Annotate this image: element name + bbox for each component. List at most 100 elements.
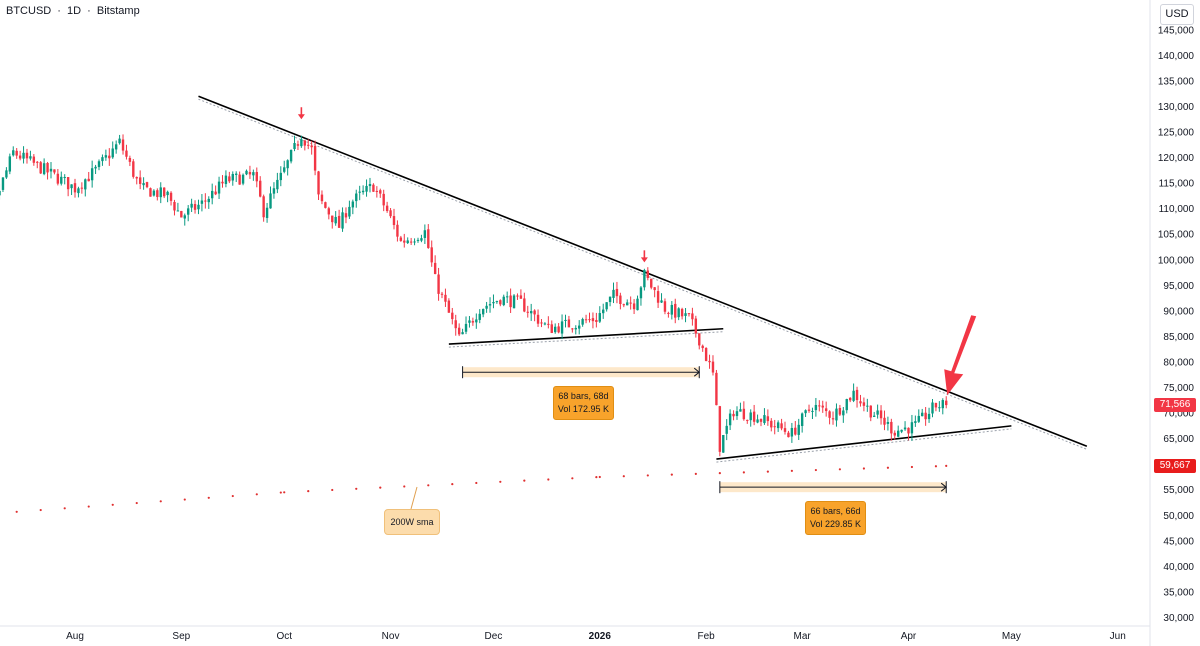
candle-down xyxy=(53,169,56,173)
candle-up xyxy=(811,410,814,412)
sma-point xyxy=(838,468,841,471)
candle-up xyxy=(29,156,32,159)
candle-up xyxy=(574,327,577,330)
price-tick-label: 40,000 xyxy=(1163,562,1194,573)
candle-down xyxy=(588,319,591,321)
candle-down xyxy=(656,291,660,303)
candle-up xyxy=(265,207,269,218)
price-tick-label: 90,000 xyxy=(1163,306,1194,317)
candle-up xyxy=(495,301,499,303)
candle-up xyxy=(941,400,944,409)
candle-down xyxy=(409,241,413,243)
time-tick-label: Sep xyxy=(172,631,190,642)
candle-down xyxy=(259,180,262,197)
candle-down xyxy=(646,270,650,278)
measure-vol-label: Vol 172.95 K xyxy=(557,404,609,415)
candle-up xyxy=(725,425,728,434)
down-arrow-head xyxy=(297,114,305,120)
candle-up xyxy=(564,319,567,321)
candle-down xyxy=(787,432,790,438)
time-tick-label: Aug xyxy=(66,631,84,642)
candle-up xyxy=(543,323,547,325)
candle-up xyxy=(176,210,180,212)
candle-up xyxy=(763,415,766,424)
candle-down xyxy=(547,323,550,325)
candle-up xyxy=(872,415,876,417)
sma-point xyxy=(87,505,90,508)
candle-down xyxy=(824,408,828,412)
candle-down xyxy=(56,173,60,184)
candle-down xyxy=(773,426,776,428)
candle-up xyxy=(677,308,680,318)
sma-point xyxy=(39,508,42,512)
candle-down xyxy=(770,420,773,428)
candle-up xyxy=(63,177,66,179)
candle-down xyxy=(331,215,334,223)
candle-down xyxy=(471,321,475,323)
candle-down xyxy=(766,416,770,422)
candle-up xyxy=(231,173,234,181)
candle-down xyxy=(73,183,77,193)
candle-down xyxy=(732,413,735,417)
sma-point xyxy=(598,475,601,479)
candle-down xyxy=(718,406,722,452)
sma-point xyxy=(159,500,162,503)
time-tick-label: 2026 xyxy=(589,631,612,642)
candle-up xyxy=(104,155,108,158)
currency-button[interactable]: USD xyxy=(1160,4,1194,25)
candle-up xyxy=(420,238,423,241)
candle-up xyxy=(70,184,73,189)
candle-down xyxy=(698,333,701,346)
candle-up xyxy=(224,175,228,184)
candle-up xyxy=(217,181,221,194)
candle-down xyxy=(526,311,529,313)
candle-down xyxy=(204,200,207,202)
candle-up xyxy=(351,201,355,208)
candle-down xyxy=(619,295,622,305)
candle-up xyxy=(931,402,934,414)
candle-down xyxy=(440,293,444,295)
candle-up xyxy=(183,215,186,219)
candle-up xyxy=(406,240,409,244)
sma-point xyxy=(547,478,550,481)
candle-up xyxy=(914,421,917,423)
interval-label[interactable]: 1D xyxy=(67,5,82,17)
candle-down xyxy=(18,155,22,159)
candle-up xyxy=(423,230,427,238)
symbol-name: BTCUSD xyxy=(6,5,52,17)
candle-down xyxy=(156,190,159,197)
candle-down xyxy=(715,372,718,406)
candle-down xyxy=(540,322,543,324)
candle-down xyxy=(674,303,677,318)
symbol-header[interactable]: BTCUSD · 1D · Bitstamp xyxy=(6,5,143,17)
sma-annotation: 200W sma xyxy=(384,509,440,535)
sma-point xyxy=(622,475,625,478)
candle-down xyxy=(307,144,310,146)
candle-down xyxy=(262,196,265,218)
sma-point xyxy=(790,469,793,472)
time-axis[interactable]: Aug Sep Oct Nov Dec 2026 Feb Mar Apr May Jun xyxy=(66,631,1126,642)
sma-point xyxy=(646,474,649,477)
candle-down xyxy=(87,178,90,182)
candle-up xyxy=(739,409,742,412)
candle-down xyxy=(15,150,18,156)
sma-point xyxy=(886,466,890,469)
candle-down xyxy=(519,295,523,299)
candle-up xyxy=(776,422,780,429)
candle-down xyxy=(180,210,183,218)
candle-up xyxy=(660,300,663,303)
sma-point xyxy=(111,503,114,506)
candle-down xyxy=(818,405,821,407)
candle-up xyxy=(368,184,372,187)
price-tick-label: 65,000 xyxy=(1163,434,1194,445)
sma-point xyxy=(255,493,258,496)
candle-up xyxy=(97,161,101,168)
price-scale-bg[interactable] xyxy=(1150,0,1200,646)
candle-up xyxy=(272,188,276,194)
price-tick-label: 75,000 xyxy=(1163,383,1194,394)
candle-up xyxy=(416,239,420,241)
candle-up xyxy=(900,429,903,432)
sma-point xyxy=(379,486,382,489)
candle-up xyxy=(897,430,900,437)
